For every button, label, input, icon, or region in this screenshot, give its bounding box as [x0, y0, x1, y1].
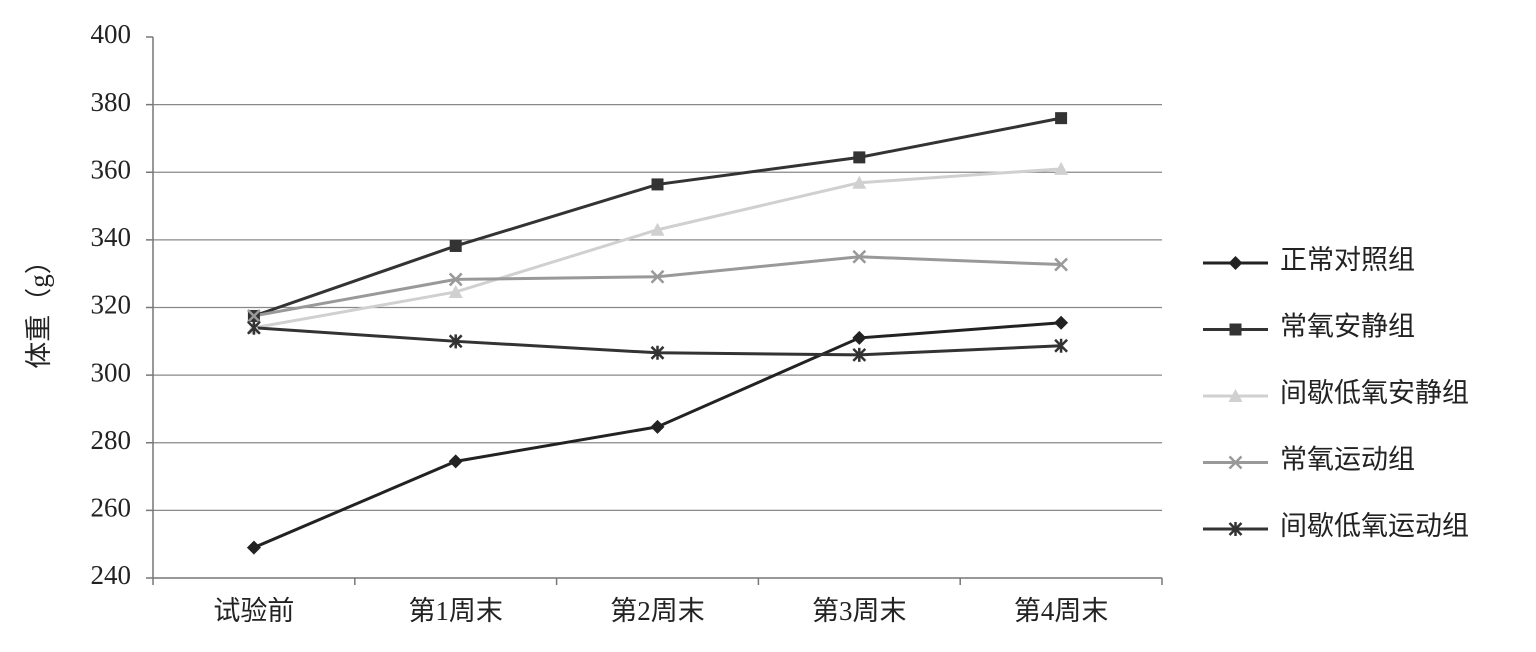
marker	[852, 347, 867, 362]
legend-label: 常氧安静组	[1280, 312, 1415, 342]
x-tick-label: 试验前	[213, 596, 294, 626]
series-line	[253, 116, 1062, 318]
y-tick-label: 320	[91, 290, 132, 320]
legend-label: 间歇低氧运动组	[1280, 511, 1469, 541]
marker	[1228, 256, 1243, 270]
marker	[1228, 389, 1243, 402]
legend-label: 正常对照组	[1280, 245, 1415, 275]
marker	[448, 284, 463, 298]
x-tick-label: 第3周末	[812, 596, 907, 626]
x-tick-label: 第2周末	[610, 596, 705, 626]
legend-label: 常氧运动组	[1280, 445, 1415, 475]
marker	[448, 334, 463, 349]
marker	[852, 330, 867, 345]
marker	[852, 175, 867, 189]
marker	[1055, 112, 1068, 125]
marker	[1228, 522, 1243, 536]
marker	[247, 309, 261, 323]
marker	[247, 320, 261, 335]
series-line	[253, 167, 1062, 330]
y-tick-label: 280	[91, 425, 132, 455]
y-tick-label: 400	[91, 19, 132, 49]
marker	[650, 419, 665, 434]
marker	[1054, 315, 1069, 330]
marker	[650, 222, 665, 236]
marker	[852, 249, 867, 264]
x-tick-label: 第1周末	[408, 596, 503, 626]
marker	[1054, 161, 1069, 175]
y-tick-label: 260	[91, 493, 132, 523]
marker	[448, 454, 463, 469]
x-tick-label: 第4周末	[1014, 596, 1109, 626]
marker	[650, 345, 665, 360]
y-axis-label: 体重（g）	[24, 247, 54, 369]
marker	[449, 239, 462, 252]
marker	[1054, 338, 1068, 353]
marker	[650, 269, 665, 284]
marker	[448, 272, 463, 287]
marker	[1054, 257, 1068, 272]
marker	[246, 540, 261, 555]
y-tick-label: 300	[91, 357, 132, 387]
y-tick-label: 360	[91, 154, 132, 184]
marker	[1228, 455, 1243, 470]
y-tick-label: 240	[91, 560, 132, 590]
marker	[853, 151, 866, 164]
y-tick-label: 380	[91, 87, 132, 117]
marker	[1229, 323, 1242, 336]
legend-label: 间歇低氧安静组	[1280, 378, 1469, 408]
marker	[651, 178, 664, 191]
y-tick-label: 340	[91, 222, 132, 252]
